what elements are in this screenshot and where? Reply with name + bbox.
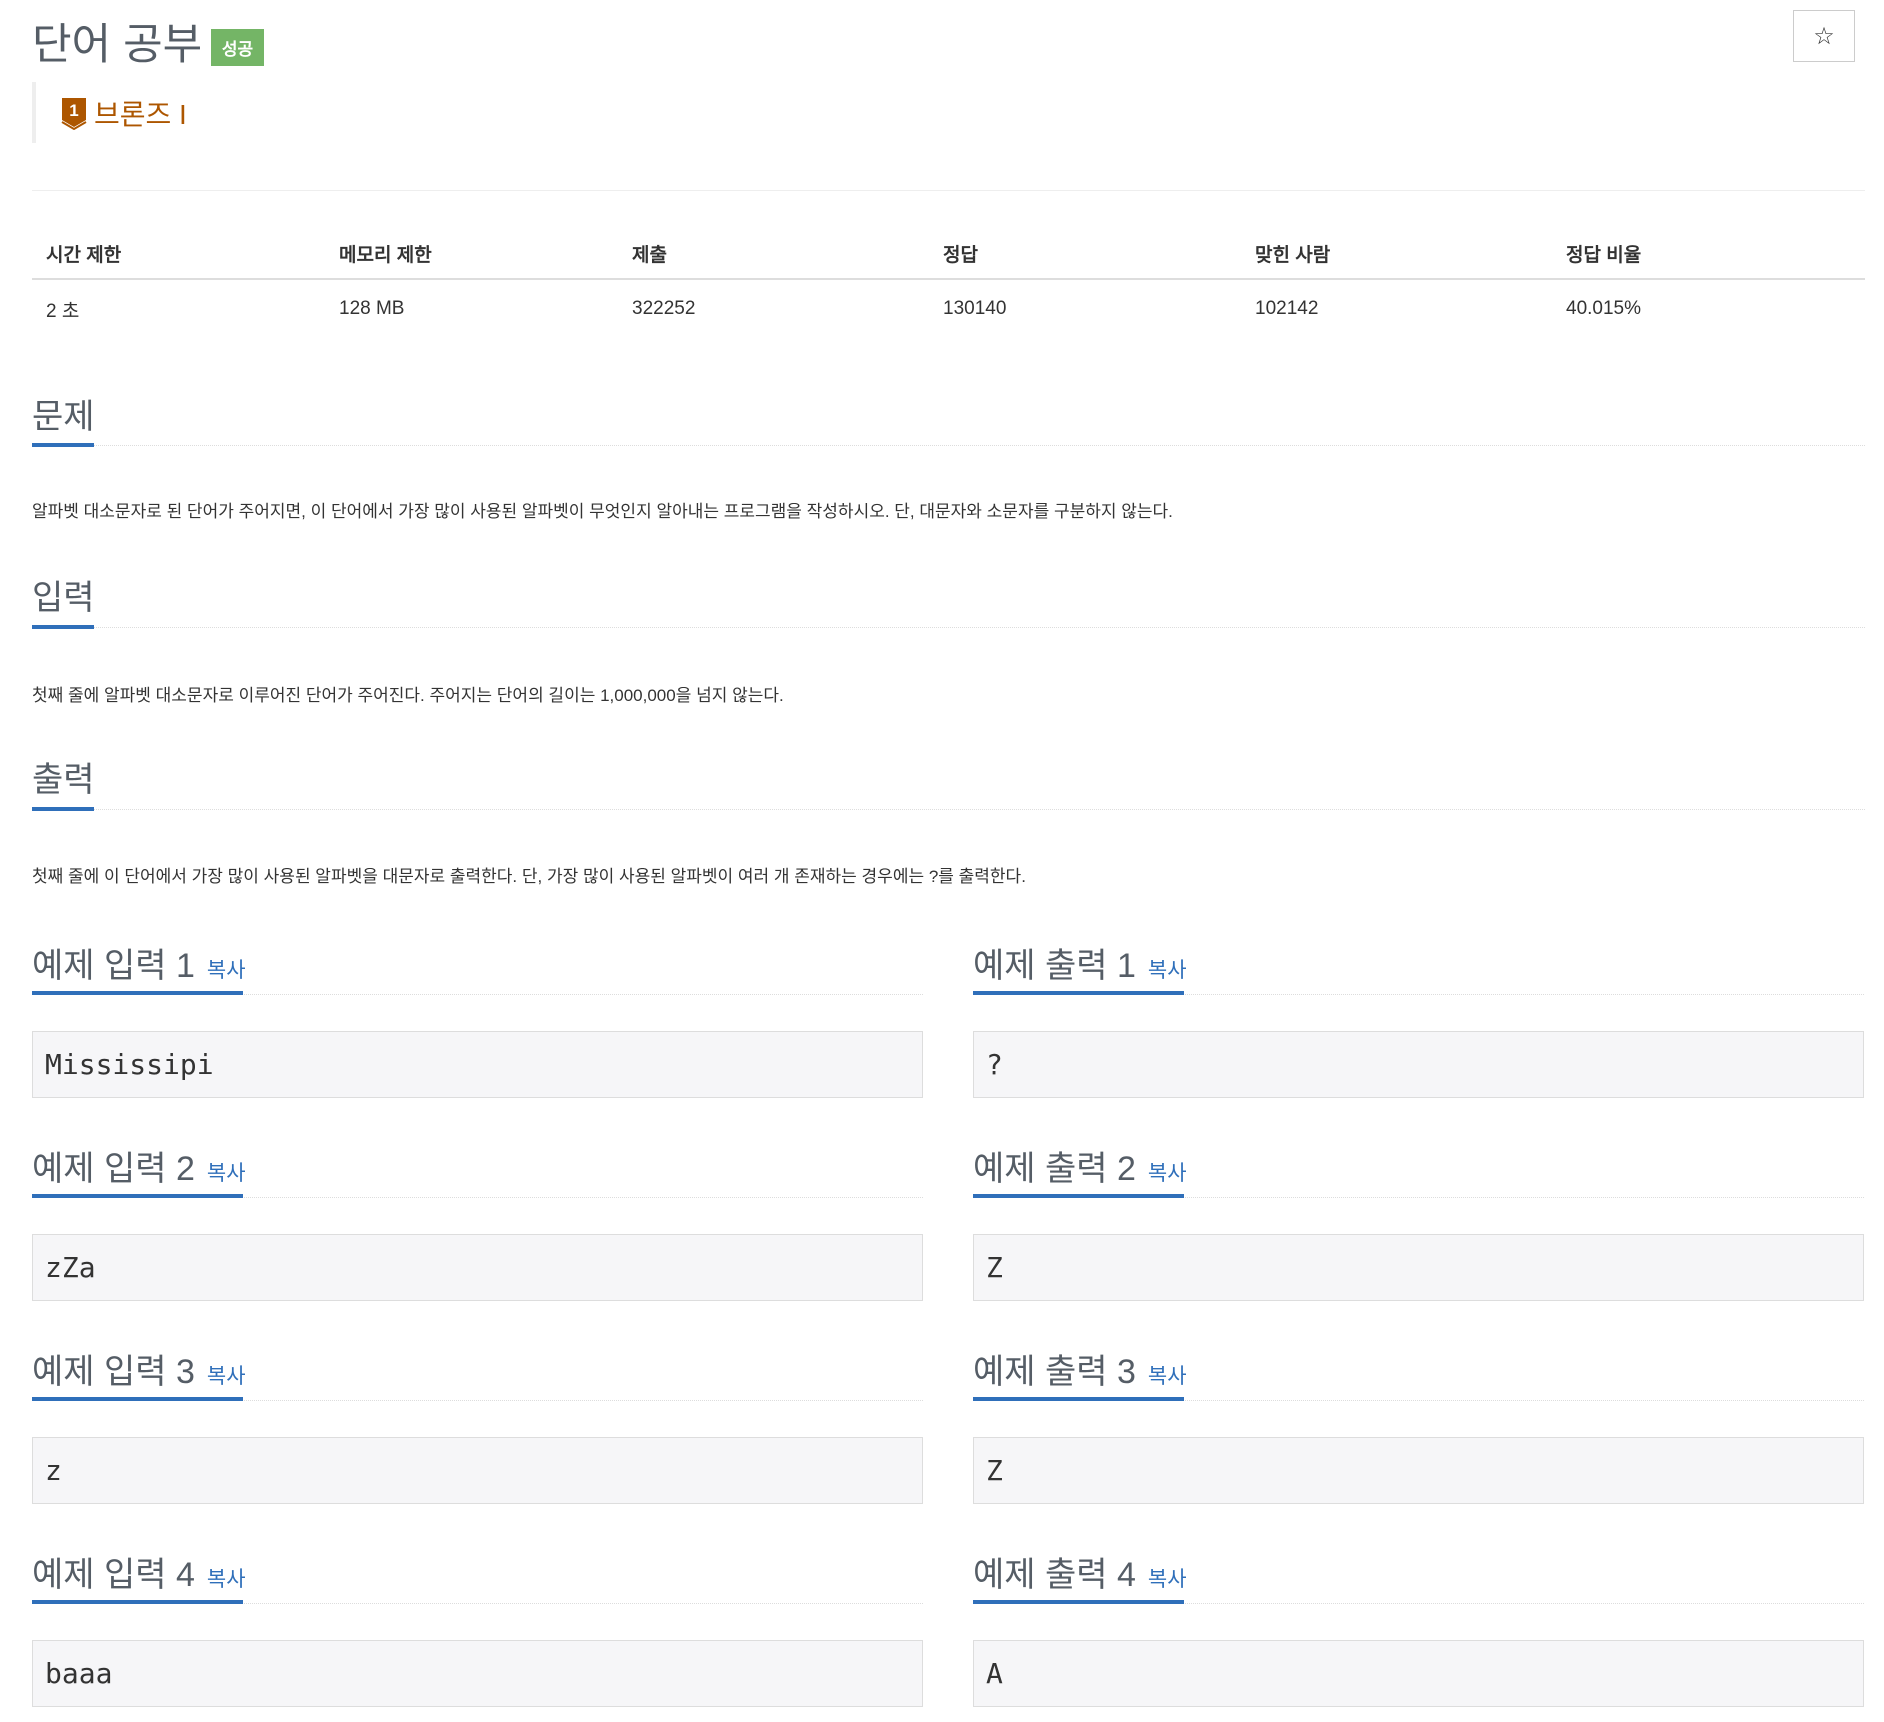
sample-output-heading: 예제 출력 2 복사 (973, 1141, 1187, 1190)
sample-output-title: 예제 출력 4 (973, 1556, 1136, 1594)
sample-input-box[interactable]: Mississipi (32, 1031, 923, 1098)
sample-output-heading: 예제 출력 1 복사 (973, 938, 1187, 987)
sample-output-box[interactable]: Z (973, 1234, 1864, 1301)
divider (32, 809, 1865, 811)
problem-info-table: 시간 제한 메모리 제한 제출 정답 맞힌 사람 정답 비율 2 초 128 M… (32, 228, 1865, 338)
memory-limit: 128 MB (339, 298, 405, 319)
sample-input-title: 예제 입력 1 (32, 947, 195, 985)
sample-output-box[interactable]: ? (973, 1031, 1864, 1098)
sample-output-heading: 예제 출력 4 복사 (973, 1547, 1187, 1596)
copy-output-button[interactable]: 복사 (1147, 1162, 1187, 1185)
divider (32, 994, 923, 996)
heading-underline (32, 1194, 243, 1198)
header-submissions: 제출 (618, 228, 929, 280)
copy-input-button[interactable]: 복사 (206, 1365, 246, 1388)
section-heading-problem: 문제 (32, 398, 95, 436)
favorite-button[interactable]: ☆ (1793, 10, 1855, 62)
header-solved-users: 맞힌 사람 (1241, 228, 1552, 280)
sample-output-box[interactable]: Z (973, 1437, 1864, 1504)
heading-underline (32, 443, 94, 447)
sample-output-title: 예제 출력 3 (973, 1353, 1136, 1391)
heading-underline (32, 807, 94, 811)
bronze-tier-icon: 1 (61, 97, 87, 130)
sample-output-box[interactable]: A (973, 1640, 1864, 1707)
problem-description: 알파벳 대소문자로 된 단어가 주어지면, 이 단어에서 가장 많이 사용된 알… (32, 502, 1173, 521)
heading-underline (32, 625, 94, 629)
divider (973, 994, 1864, 996)
sample-output-title: 예제 출력 1 (973, 947, 1136, 985)
divider (973, 1197, 1864, 1199)
sample-input-title: 예제 입력 2 (32, 1150, 195, 1188)
sample-input-title: 예제 입력 4 (32, 1556, 195, 1594)
heading-underline (973, 1600, 1184, 1604)
sample-input-heading: 예제 입력 3 복사 (32, 1344, 246, 1393)
copy-input-button[interactable]: 복사 (206, 1568, 246, 1591)
copy-output-button[interactable]: 복사 (1147, 1568, 1187, 1591)
input-description: 첫째 줄에 알파벳 대소문자로 이루어진 단어가 주어진다. 주어지는 단어의 … (32, 686, 784, 705)
tier-label[interactable]: 1 브론즈 I (32, 82, 187, 143)
divider (32, 1400, 923, 1402)
heading-underline (32, 1600, 243, 1604)
copy-input-button[interactable]: 복사 (206, 1162, 246, 1185)
sample-output-title: 예제 출력 2 (973, 1150, 1136, 1188)
section-heading-input: 입력 (32, 579, 95, 617)
tier-level: 1 (69, 101, 78, 120)
divider (32, 1197, 923, 1199)
heading-underline (973, 991, 1184, 995)
header-accept-ratio: 정답 비율 (1552, 228, 1865, 280)
divider (973, 1400, 1864, 1402)
submissions: 322252 (632, 298, 696, 319)
divider (973, 1603, 1864, 1605)
copy-output-button[interactable]: 복사 (1147, 1365, 1187, 1388)
table-row: 2 초 128 MB 322252 130140 102142 40.015% (32, 279, 1865, 338)
header-time-limit: 시간 제한 (32, 228, 325, 280)
output-description: 첫째 줄에 이 단어에서 가장 많이 사용된 알파벳을 대문자로 출력한다. 단… (32, 867, 1026, 886)
divider (32, 627, 1865, 629)
sample-input-heading: 예제 입력 1 복사 (32, 938, 246, 987)
heading-underline (32, 991, 243, 995)
tier-text: 브론즈 I (94, 98, 187, 130)
sample-input-heading: 예제 입력 4 복사 (32, 1547, 246, 1596)
star-outline-icon: ☆ (1813, 22, 1835, 50)
sample-output-heading: 예제 출력 3 복사 (973, 1344, 1187, 1393)
sample-input-heading: 예제 입력 2 복사 (32, 1141, 246, 1190)
section-heading-output: 출력 (32, 761, 95, 799)
sample-input-box[interactable]: zZa (32, 1234, 923, 1301)
divider (32, 1603, 923, 1605)
copy-input-button[interactable]: 복사 (206, 959, 246, 982)
problem-title: 단어 공부 (32, 21, 203, 69)
divider (32, 445, 1865, 447)
header-memory-limit: 메모리 제한 (325, 228, 618, 280)
solved-users: 102142 (1255, 298, 1319, 319)
sample-input-box[interactable]: z (32, 1437, 923, 1504)
time-limit: 2 초 (46, 300, 80, 322)
heading-underline (973, 1397, 1184, 1401)
header-accepted: 정답 (929, 228, 1241, 280)
divider (32, 190, 1865, 191)
accept-ratio: 40.015% (1566, 298, 1642, 319)
heading-underline (973, 1194, 1184, 1198)
heading-underline (32, 1397, 243, 1401)
status-badge: 성공 (211, 29, 264, 66)
table-header-row: 시간 제한 메모리 제한 제출 정답 맞힌 사람 정답 비율 (32, 228, 1865, 280)
sample-input-title: 예제 입력 3 (32, 1353, 195, 1391)
sample-input-box[interactable]: baaa (32, 1640, 923, 1707)
accepted: 130140 (943, 298, 1007, 319)
copy-output-button[interactable]: 복사 (1147, 959, 1187, 982)
